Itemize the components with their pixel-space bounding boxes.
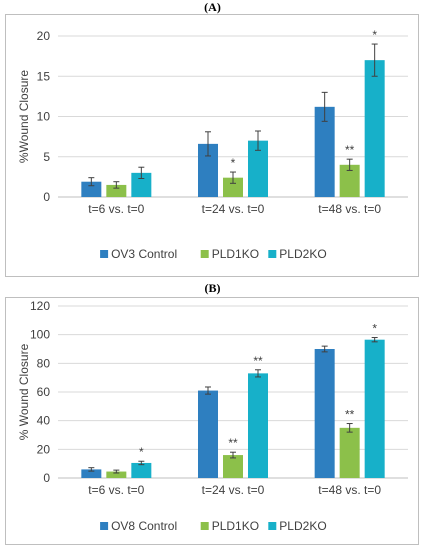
panel-label-a: (A) (204, 0, 221, 14)
chart-a-bar (364, 60, 385, 198)
chart-a-legend-swatch (268, 250, 277, 258)
chart-b-significance-label: ** (228, 436, 238, 450)
chart-b-ylabel: % Wound Closure (17, 343, 31, 440)
chart-b-legend-label: OV8 Control (111, 519, 177, 533)
chart-a-significance-label: * (372, 28, 377, 42)
chart-b-significance-label: * (372, 322, 377, 336)
chart-b-significance-label: * (139, 445, 144, 459)
chart-a-category-label: t=48 vs. t=0 (318, 202, 381, 216)
chart-a-legend-swatch (200, 250, 209, 258)
chart-b-bar (248, 373, 268, 478)
chart-b-ytick-label: 120 (30, 299, 50, 313)
chart-b-ytick-label: 0 (43, 471, 50, 485)
chart-b-legend-swatch (100, 522, 109, 530)
chart-b-category-label: t=6 vs. t=0 (88, 483, 144, 497)
chart-b-legend-label: PLD2KO (279, 519, 326, 533)
chart-b-ytick-label: 40 (37, 414, 51, 428)
chart-b-ytick-label: 20 (37, 442, 51, 456)
chart-b-bar (223, 455, 243, 478)
chart-a-legend-label: PLD2KO (279, 247, 326, 261)
chart-a-significance-label: * (231, 156, 236, 170)
chart-a-category-label: t=24 vs. t=0 (202, 202, 265, 216)
chart-a-ytick-label: 15 (37, 69, 51, 83)
chart-b-legend-swatch (268, 522, 277, 530)
chart-b-category-label: t=24 vs. t=0 (202, 483, 265, 497)
chart-b-bar (364, 339, 385, 478)
chart-b-bar (131, 462, 152, 478)
chart-b-legend-swatch (200, 522, 209, 530)
chart-b-bar (106, 471, 127, 478)
chart-b-bar (339, 427, 360, 478)
chart-b-legend-label: PLD1KO (212, 519, 259, 533)
chart-a-ytick-label: 20 (37, 29, 51, 43)
chart-a-ylabel: %Wound Closure (17, 70, 31, 163)
chart-a: 0 5 10 15 20 %Wound Closure t=6 vs. t=0 t=24 vs… (17, 28, 408, 261)
chart-b-ytick-label: 100 (30, 328, 50, 342)
chart-a-bar (248, 140, 268, 197)
chart-a-bar (81, 181, 102, 197)
chart-a-ytick-label: 5 (43, 150, 50, 164)
chart-a-frame: 0 5 10 15 20 %Wound Closure t=6 vs. t=0 t=24 vs… (5, 14, 419, 277)
chart-b-bar (198, 390, 218, 478)
chart-b-frame: 0 20 40 60 80 100 120 % Wound Closure t=6 vs. t=… (5, 297, 419, 545)
chart-b-significance-label: ** (345, 408, 355, 422)
chart-b-significance-label: ** (253, 354, 263, 368)
chart-a-ytick-label: 0 (43, 190, 50, 204)
chart-a-bar (131, 172, 152, 197)
panel-label-b: (B) (204, 281, 221, 295)
chart-a-bar (106, 184, 127, 197)
chart-a-bar (198, 143, 218, 197)
chart-b-ytick-label: 80 (37, 356, 51, 370)
chart-b-ytick-label: 60 (37, 385, 51, 399)
chart-a-bar (223, 177, 243, 197)
chart-a-significance-label: ** (345, 143, 355, 157)
chart-a-ytick-label: 10 (37, 110, 51, 124)
chart-b-bar (314, 349, 335, 478)
chart-b-category-label: t=48 vs. t=0 (318, 483, 381, 497)
chart-a-category-label: t=6 vs. t=0 (88, 202, 144, 216)
chart-a-legend-label: PLD1KO (212, 247, 259, 261)
chart-a-bar (314, 106, 335, 197)
chart-a-legend-swatch (100, 250, 109, 258)
chart-b: 0 20 40 60 80 100 120 % Wound Closure t=6 vs. t=… (17, 299, 408, 533)
chart-b-bar (81, 469, 102, 478)
chart-a-bar (339, 164, 360, 197)
chart-a-legend-label: OV3 Control (111, 247, 177, 261)
